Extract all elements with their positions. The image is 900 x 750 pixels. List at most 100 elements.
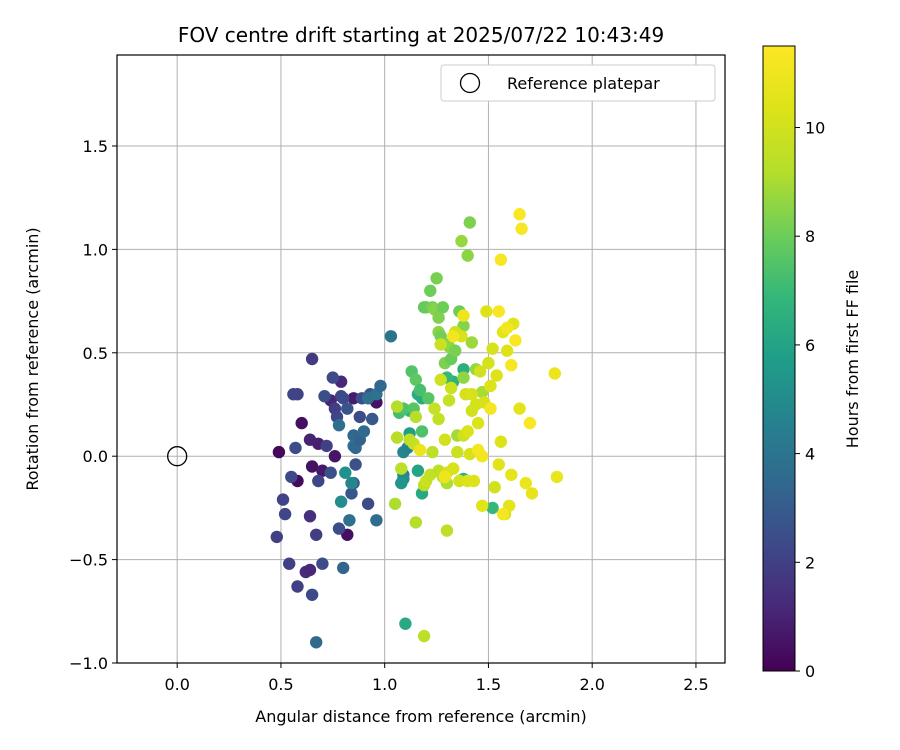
data-point [486, 342, 499, 355]
data-point [395, 462, 408, 475]
data-point [461, 249, 474, 262]
data-point [343, 514, 356, 527]
data-points [270, 208, 564, 649]
data-point [434, 373, 447, 386]
data-point [291, 580, 304, 593]
data-point [395, 476, 408, 490]
colorbar-tick-label: 6 [805, 336, 815, 355]
data-point [332, 419, 346, 432]
data-point [272, 445, 286, 459]
data-point [513, 208, 526, 221]
data-point [519, 476, 532, 490]
data-point [409, 516, 422, 529]
data-point [409, 373, 422, 386]
data-point [411, 464, 425, 477]
data-point [328, 450, 342, 463]
data-point [305, 352, 319, 366]
data-point [417, 629, 431, 643]
data-point [384, 330, 398, 343]
plot-frame [116, 54, 726, 664]
data-point [353, 410, 366, 424]
data-point [455, 234, 468, 248]
data-point [548, 367, 561, 380]
data-point [484, 402, 497, 415]
plot-area [116, 54, 726, 664]
data-point [276, 493, 290, 506]
data-point [438, 470, 452, 484]
data-point [492, 458, 505, 471]
data-point [447, 330, 460, 343]
data-point [303, 563, 317, 577]
grid [117, 55, 725, 664]
x-axis-label: Angular distance from reference (arcmin) [255, 707, 586, 726]
y-tick-label: −0.5 [69, 551, 108, 570]
data-point [366, 412, 379, 426]
data-point [440, 524, 454, 537]
y-axis-ticks: −1.0 −0.5 0.0 0.5 1.0 1.5 [69, 137, 117, 673]
data-point [461, 425, 474, 438]
data-point [505, 468, 518, 481]
data-point [471, 416, 485, 430]
y-tick-label: 0.0 [83, 447, 108, 466]
data-point [337, 561, 350, 575]
y-axis-label: Rotation from reference (arcmin) [23, 227, 42, 490]
data-point [289, 441, 302, 455]
y-tick-label: 0.5 [83, 344, 108, 363]
data-point [312, 474, 325, 488]
data-point [295, 416, 308, 430]
data-point [357, 425, 371, 438]
colorbar-gradient [762, 45, 796, 672]
data-point [334, 495, 348, 508]
colorbar-ticks: 0 2 4 6 8 10 [795, 119, 825, 681]
data-point [473, 365, 487, 378]
data-point [509, 334, 522, 347]
data-point [345, 487, 358, 500]
data-point [494, 253, 508, 266]
data-point [426, 445, 439, 459]
data-point [430, 272, 443, 285]
y-tick-label: 1.5 [83, 137, 108, 156]
data-point [399, 617, 412, 630]
data-point [349, 458, 362, 471]
data-point [500, 321, 514, 335]
data-point [424, 284, 437, 297]
data-point [476, 499, 489, 512]
colorbar: 0 2 4 6 8 10 Hours from first FF file [762, 45, 862, 681]
data-point [413, 383, 427, 397]
data-point [432, 412, 445, 426]
data-point [449, 344, 462, 357]
data-point [409, 410, 422, 424]
data-point [444, 381, 458, 395]
data-point [465, 388, 478, 401]
data-point [505, 359, 518, 372]
data-point [432, 311, 445, 324]
data-point [490, 369, 503, 382]
x-tick-label: 0.5 [268, 675, 293, 694]
data-point [476, 450, 489, 463]
data-point [523, 416, 537, 430]
data-point [303, 433, 317, 446]
data-point [310, 636, 323, 649]
data-point [388, 497, 402, 510]
data-point [480, 305, 493, 318]
chart-title: FOV centre drift starting at 2025/07/22 … [178, 23, 664, 47]
data-point [438, 433, 452, 446]
data-point [434, 338, 447, 351]
data-point [461, 474, 474, 488]
data-point [500, 344, 514, 357]
data-point [337, 392, 350, 405]
data-point [496, 507, 510, 521]
data-point [513, 402, 526, 415]
data-point [390, 431, 404, 444]
data-point [492, 305, 505, 318]
legend-box [440, 64, 716, 102]
x-tick-label: 2.5 [683, 675, 708, 694]
data-point [283, 557, 296, 570]
colorbar-tick-label: 2 [805, 553, 815, 572]
data-point [305, 588, 319, 601]
data-point [428, 402, 441, 415]
data-point [310, 528, 323, 541]
legend-marker-icon [459, 72, 481, 94]
data-point [318, 390, 331, 403]
